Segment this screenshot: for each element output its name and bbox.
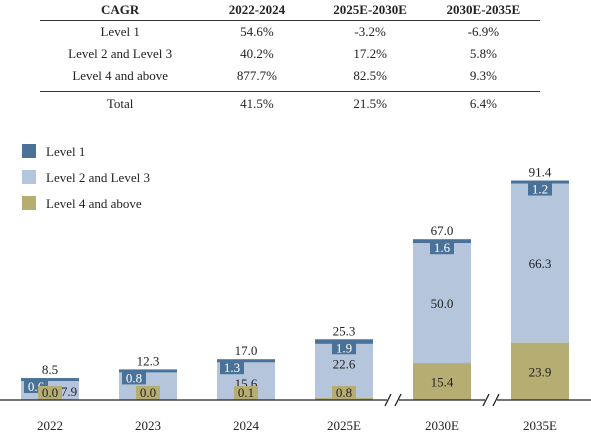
- legend-label-level-2-and-level-3: Level 2 and Level 3: [46, 170, 150, 185]
- data-label-level-1: 0.8: [126, 370, 142, 385]
- label-box-level-4: [234, 386, 258, 400]
- label-box-level-1: [528, 182, 552, 196]
- legend-swatch-level-4-and-above: [22, 196, 36, 210]
- table-cell: -3.2%: [354, 24, 386, 39]
- data-label-level-2-3: 22.6: [333, 356, 356, 371]
- x-tick-label: 2030E: [425, 418, 459, 433]
- table-total-row: Total 41.5% 21.5% 6.4%: [40, 91, 540, 116]
- data-label-level-2-3: 66.3: [529, 256, 552, 271]
- x-tick-label: 2022: [37, 418, 63, 433]
- chart-axis: 2022 2023 2024 2025E 2030E 2035E: [0, 393, 591, 433]
- data-label-total: 91.4: [529, 165, 552, 180]
- data-label-total: 67.0: [431, 223, 454, 238]
- data-label-level-4: 0.0: [140, 385, 156, 400]
- data-label-level-1: 1.2: [532, 182, 548, 197]
- data-label-total: 25.3: [333, 323, 356, 338]
- table-cell: 82.5%: [353, 68, 387, 83]
- label-box-level-1: [332, 341, 356, 355]
- table-cell: -6.9%: [467, 24, 500, 39]
- table-cell-label: Level 4 and above: [72, 68, 168, 83]
- bar-segment-level-1: [217, 359, 275, 363]
- axis-break-mark: [394, 393, 402, 407]
- axis-break-gap: [387, 397, 399, 403]
- table-total-cell: 21.5%: [313, 91, 427, 116]
- legend-label-level-4-and-above: Level 4 and above: [46, 196, 142, 211]
- table-cell-label: Level 2 and Level 3: [68, 46, 173, 61]
- data-label-level-1: 1.9: [336, 340, 352, 355]
- table-header-cagr: CAGR: [40, 0, 201, 21]
- bar-segment-level-1: [413, 239, 471, 244]
- bar-segment-level-4: [413, 363, 471, 400]
- bar-segment-level-1: [119, 369, 177, 373]
- table-cell-label: Level 1: [100, 24, 140, 39]
- table-header-row: CAGR 2022-2024 2025E-2030E 2030E-2035E: [40, 0, 540, 21]
- table-total-cell: 6.4%: [426, 91, 540, 116]
- table-row: Level 4 and above 877.7% 82.5% 9.3%: [40, 65, 540, 87]
- legend-label-level-1: Level 1: [46, 144, 85, 159]
- cagr-table: CAGR 2022-2024 2025E-2030E 2030E-2035E L…: [40, 0, 540, 116]
- label-box-level-1: [122, 371, 146, 385]
- table-total-cell: 41.5%: [200, 91, 314, 116]
- bar-segment-level-2-3: [413, 243, 471, 364]
- stacked-bar-chart: Level 1 Level 2 and Level 3 Level 4 and ab…: [0, 144, 591, 433]
- table-cell: 54.6%: [240, 24, 274, 39]
- x-tick-label: 2025E: [327, 418, 361, 433]
- legend-swatch-level-2-and-level-3: [22, 170, 36, 184]
- data-label-level-4: 0.0: [42, 385, 58, 400]
- data-label-level-4: 0.1: [238, 385, 254, 400]
- axis-break-mark: [492, 393, 500, 407]
- data-label-total: 17.0: [235, 343, 258, 358]
- axis-break-mark: [384, 393, 392, 407]
- data-label-level-1: 1.3: [224, 360, 240, 375]
- legend-swatch-level-1: [22, 144, 36, 158]
- axis-break-mark: [482, 393, 490, 407]
- data-label-level-2-3: 50.0: [431, 296, 454, 311]
- data-label-level-4: 0.8: [336, 385, 352, 400]
- chart-bars: 0.67.90.08.50.811.50.012.31.315.60.117.0…: [21, 165, 569, 401]
- table-total-label: Total: [40, 91, 201, 116]
- table-cell: 9.3%: [469, 68, 497, 83]
- axis-break-gap: [485, 397, 497, 403]
- label-box-level-4: [332, 386, 356, 400]
- bar-segment-level-1: [511, 180, 569, 184]
- x-tick-label: 2024: [233, 418, 260, 433]
- table-cell: 17.2%: [353, 46, 387, 61]
- table-row: Level 1 54.6% -3.2% -6.9%: [40, 21, 540, 44]
- label-box-level-1: [430, 241, 454, 255]
- data-label-level-4: 15.4: [431, 375, 454, 390]
- data-label-total: 8.5: [42, 362, 58, 377]
- data-label-level-1: 1.6: [434, 240, 451, 255]
- bar-segment-level-2-3: [511, 183, 569, 343]
- label-box-level-4: [136, 386, 160, 400]
- table-cell: 877.7%: [236, 68, 277, 83]
- bar-segment-level-1: [21, 378, 79, 382]
- label-box-level-4: [38, 386, 62, 400]
- chart-legend: Level 1 Level 2 and Level 3 Level 4 and ab…: [22, 144, 150, 211]
- table-header-2022-2024: 2022-2024: [200, 0, 314, 21]
- label-box-level-1: [220, 361, 244, 375]
- table-header-2025-2030: 2025E-2030E: [313, 0, 427, 21]
- data-label-level-2-3: 7.9: [61, 384, 77, 399]
- x-tick-label: 2023: [135, 418, 161, 433]
- table-header-2030-2035: 2030E-2035E: [426, 0, 540, 21]
- data-label-total: 12.3: [137, 353, 160, 368]
- x-tick-label: 2035E: [523, 418, 557, 433]
- table-cell: 40.2%: [240, 46, 274, 61]
- table-row: Level 2 and Level 3 40.2% 17.2% 5.8%: [40, 43, 540, 65]
- bar-segment-level-4: [511, 342, 569, 400]
- table-cell: 5.8%: [469, 46, 497, 61]
- data-label-level-4: 23.9: [529, 364, 552, 379]
